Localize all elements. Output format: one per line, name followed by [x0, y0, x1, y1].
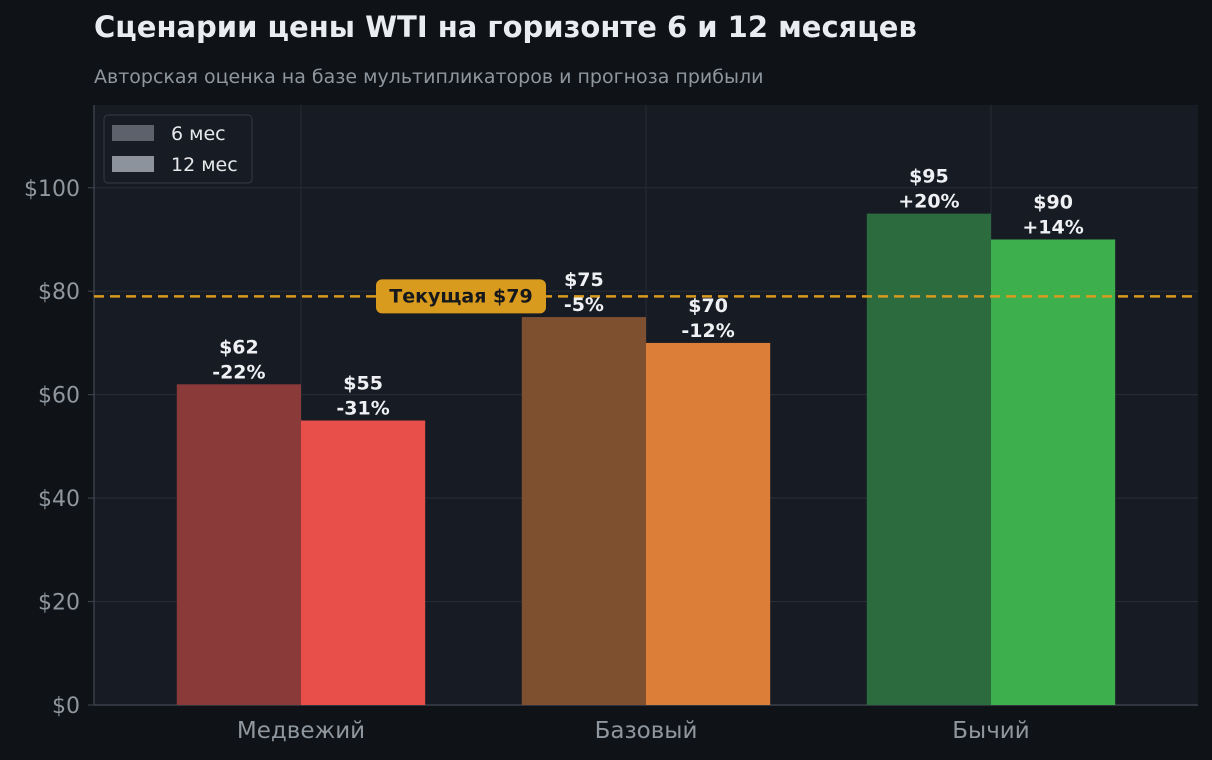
y-tick-label: $40: [38, 487, 80, 512]
y-tick-label: $100: [24, 177, 80, 202]
bar-change-label: -22%: [212, 361, 265, 383]
bar: [301, 420, 426, 705]
chart-subtitle: Авторская оценка на базе мультипликаторо…: [94, 66, 764, 88]
bar-value-label: $90: [1033, 191, 1073, 213]
bar-value-label: $55: [343, 373, 383, 395]
bar: [866, 213, 991, 705]
legend-label: 6 мес: [171, 123, 226, 145]
bar-change-label: +20%: [898, 191, 959, 213]
bar: [521, 317, 646, 705]
bar-change-label: -5%: [564, 294, 604, 316]
bar-value-label: $70: [688, 295, 728, 317]
y-tick-label: $80: [38, 280, 80, 305]
current-price-badge: [376, 279, 546, 314]
legend-swatch: [112, 156, 154, 172]
y-tick-label: $20: [38, 591, 80, 616]
bar-value-label: $95: [909, 166, 949, 188]
bar-value-label: $62: [219, 336, 259, 358]
current-price-label: Текущая $79: [389, 285, 532, 307]
legend-label: 12 мес: [171, 154, 238, 176]
bar-change-label: -31%: [336, 398, 389, 420]
bar: [176, 384, 301, 705]
bar-value-label: $75: [564, 269, 604, 291]
legend-swatch: [112, 125, 154, 141]
bar-change-label: +14%: [1022, 216, 1083, 238]
bar: [991, 239, 1116, 705]
chart-title: Сценарии цены WTI на горизонте 6 и 12 ме…: [94, 10, 917, 44]
y-tick-label: $0: [52, 694, 80, 719]
bar-change-label: -12%: [681, 320, 734, 342]
x-tick-label: Бычий: [952, 718, 1029, 744]
bar: [646, 342, 771, 705]
x-tick-label: Медвежий: [237, 718, 365, 744]
y-tick-label: $60: [38, 384, 80, 409]
x-tick-label: Базовый: [595, 718, 698, 744]
